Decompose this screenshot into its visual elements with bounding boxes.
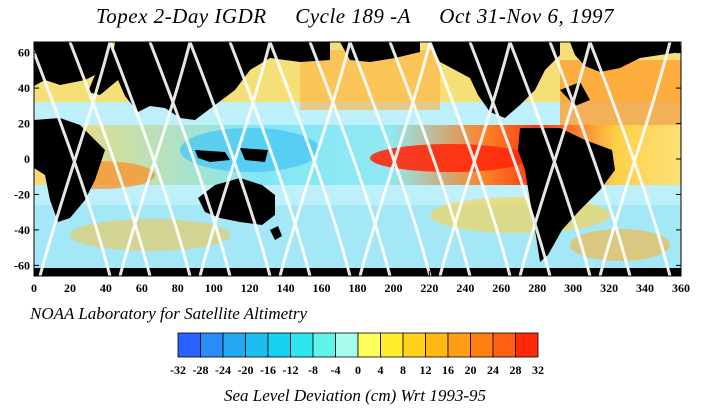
legend-label: 4: [378, 363, 384, 377]
legend-label: 20: [465, 363, 477, 377]
legend-swatch: [402, 332, 426, 358]
satellite-tracks: [34, 42, 672, 276]
legend-swatch: [245, 332, 269, 358]
legend-label: -12: [283, 363, 299, 377]
map-panel: 0 20 40 60 80 100 120 140 160 180 200 220 240 260 280 3…: [14, 41, 690, 295]
y-tick-label: 60: [18, 46, 30, 60]
legend-swatch: [447, 332, 471, 358]
x-axis: 0 20 40 60 80 100 120 140 160 180 200 220 240 260 280 3…: [31, 271, 690, 295]
legend-swatch: [380, 332, 404, 358]
legend-label: 32: [532, 363, 544, 377]
legend-label: -32: [170, 363, 186, 377]
legend-swatch: [177, 332, 201, 358]
x-tick-label: 200: [384, 281, 402, 295]
legend-label: 8: [400, 363, 406, 377]
x-tick-label: 320: [600, 281, 618, 295]
legend-swatch: [470, 332, 494, 358]
x-tick-label: 280: [528, 281, 546, 295]
x-tick-label: 120: [241, 281, 259, 295]
legend-label: -16: [260, 363, 276, 377]
legend-label: -20: [238, 363, 254, 377]
color-legend: -32 -28 -24 -20 -16 -12 -8 -4 0 4 8 12 16 20 24 28 32: [170, 332, 544, 377]
x-tick-label: 100: [205, 281, 223, 295]
x-tick-label: 240: [456, 281, 474, 295]
x-tick-label: 180: [349, 281, 367, 295]
legend-swatch: [515, 332, 539, 358]
legend-swatch: [267, 332, 291, 358]
x-tick-label: 40: [100, 281, 112, 295]
x-tick-label: 80: [172, 281, 184, 295]
legend-label: 28: [510, 363, 522, 377]
x-tick-label: 0: [31, 281, 37, 295]
x-tick-label: 160: [313, 281, 331, 295]
legend-swatch: [312, 332, 336, 358]
legend-label: 16: [442, 363, 454, 377]
x-tick-label: 340: [636, 281, 654, 295]
y-tick-label: 40: [18, 81, 30, 95]
legend-swatch: [335, 332, 359, 358]
x-tick-label: 60: [136, 281, 148, 295]
y-tick-label: 0: [24, 152, 30, 166]
y-tick-label: -20: [14, 187, 30, 201]
map-title: Topex 2-Day IGDR Cycle 189 -A Oct 31-Nov…: [96, 4, 614, 28]
legend-label: 24: [487, 363, 499, 377]
y-tick-label: 20: [18, 117, 30, 131]
y-tick-label: -40: [14, 223, 30, 237]
x-tick-label: 360: [672, 281, 690, 295]
legend-label: 12: [420, 363, 432, 377]
legend-label: -28: [193, 363, 209, 377]
y-tick-label: -60: [14, 258, 30, 272]
x-tick-label: 300: [564, 281, 582, 295]
legend-swatch: [290, 332, 314, 358]
ocean-field: [34, 42, 681, 276]
legend-label: -4: [331, 363, 341, 377]
x-tick-label: 220: [420, 281, 438, 295]
legend-swatch: [492, 332, 516, 358]
x-tick-label: 140: [277, 281, 295, 295]
legend-caption: Sea Level Deviation (cm) Wrt 1993-95: [223, 386, 486, 405]
legend-swatch: [222, 332, 246, 358]
legend-swatch: [200, 332, 224, 358]
x-tick-label: 260: [492, 281, 510, 295]
subtitle: NOAA Laboratory for Satellite Altimetry: [30, 304, 308, 323]
legend-swatch: [357, 332, 381, 358]
legend-label: 0: [355, 363, 361, 377]
legend-swatch: [425, 332, 449, 358]
y-axis: 60 40 20 0 -20 -40 -60: [14, 46, 681, 272]
legend-label: -8: [308, 363, 318, 377]
legend-label: -24: [215, 363, 231, 377]
x-tick-label: 20: [64, 281, 76, 295]
